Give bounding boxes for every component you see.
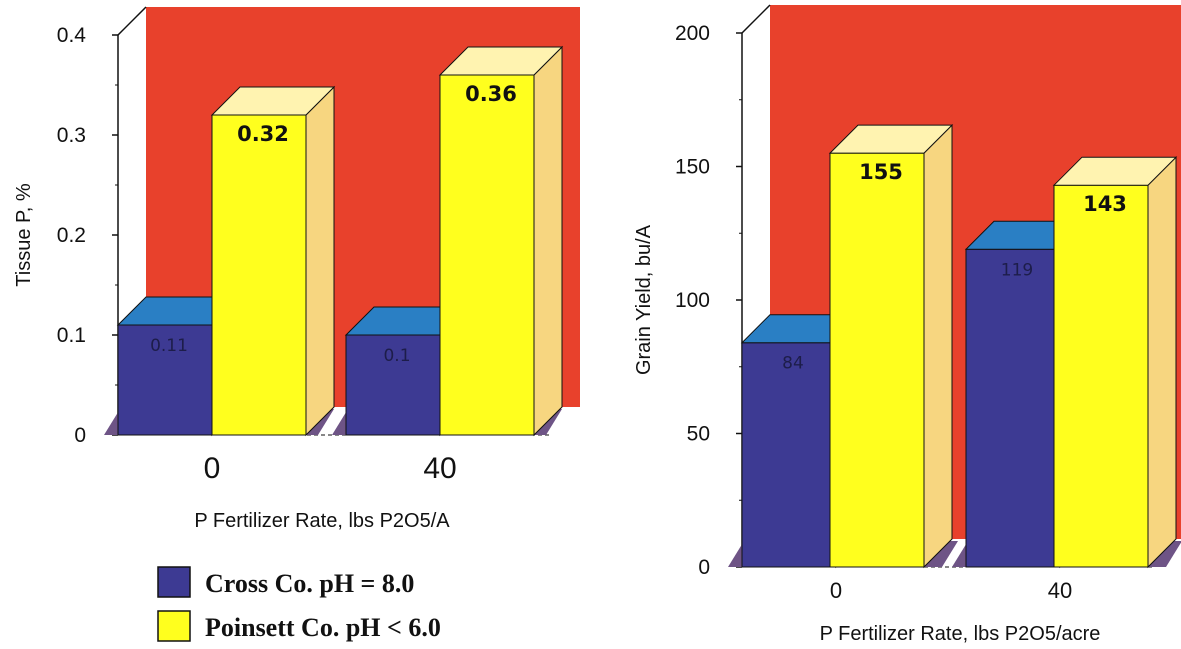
y-axis-edge: [117, 6, 147, 36]
data-label: 119: [1001, 260, 1033, 280]
x-tick-label: 40: [1048, 578, 1072, 603]
data-label: 143: [1083, 192, 1127, 216]
bar-top: [828, 124, 954, 154]
y-tick-label: 0.4: [57, 24, 87, 47]
y-tick-label: 200: [675, 22, 710, 45]
y-tick-label: 0.2: [57, 224, 86, 247]
x-axis-label: P Fertilizer Rate, lbs P2O5/acre: [820, 623, 1101, 645]
bar-side: [923, 123, 953, 569]
data-label: 155: [859, 160, 903, 184]
bar: [345, 334, 441, 436]
y-axis-label: Tissue P, %: [13, 183, 35, 287]
bar-top: [438, 46, 564, 76]
data-label: 0.1: [383, 346, 410, 366]
bar-top: [1052, 156, 1178, 186]
x-axis-label: P Fertilizer Rate, lbs P2O5/A: [194, 510, 450, 532]
grain-yield-chart: 0 50 100 150 200 84 155 0 119 143 40 Grain Yield,…: [633, 4, 1181, 645]
y-tick-label: 0.3: [57, 124, 86, 147]
bar: [829, 152, 925, 568]
bar: [1053, 184, 1149, 568]
y-tick-label: 0: [74, 424, 86, 447]
data-label: 0.36: [465, 82, 517, 106]
y-axis-label: Grain Yield, bu/A: [633, 224, 655, 375]
legend: Cross Co. pH = 8.0 Poinsett Co. pH < 6.0: [157, 566, 441, 642]
bar-side: [533, 45, 563, 437]
legend-label-poinsett: Poinsett Co. pH < 6.0: [205, 613, 441, 642]
tissue-p-chart: 0 0.1 0.2 0.3 0.4 0.11 0.32 0 0.1 0.36 40 Tissue …: [13, 6, 580, 532]
bar-side: [1147, 155, 1177, 569]
bar: [965, 248, 1061, 568]
y-tick-label: 150: [675, 156, 710, 179]
data-label: 84: [782, 354, 804, 374]
data-label: 0.11: [150, 336, 188, 356]
bar-top: [210, 86, 336, 116]
bar: [211, 114, 307, 436]
legend-swatch-cross: [157, 566, 191, 598]
y-tick-label: 100: [675, 289, 710, 312]
y-tick-label: 0.1: [57, 324, 86, 347]
legend-label-cross: Cross Co. pH = 8.0: [205, 569, 414, 598]
data-label: 0.32: [237, 122, 289, 146]
y-axis-edge: [741, 4, 771, 34]
bar-side: [305, 85, 335, 437]
bar: [741, 342, 837, 568]
x-tick-label: 0: [204, 452, 221, 485]
y-tick-label: 50: [687, 423, 710, 446]
legend-swatch-poinsett: [157, 610, 191, 642]
y-tick-label: 0: [698, 556, 710, 579]
bar: [439, 74, 535, 436]
x-tick-label: 0: [830, 578, 842, 603]
x-tick-label: 40: [423, 452, 456, 485]
